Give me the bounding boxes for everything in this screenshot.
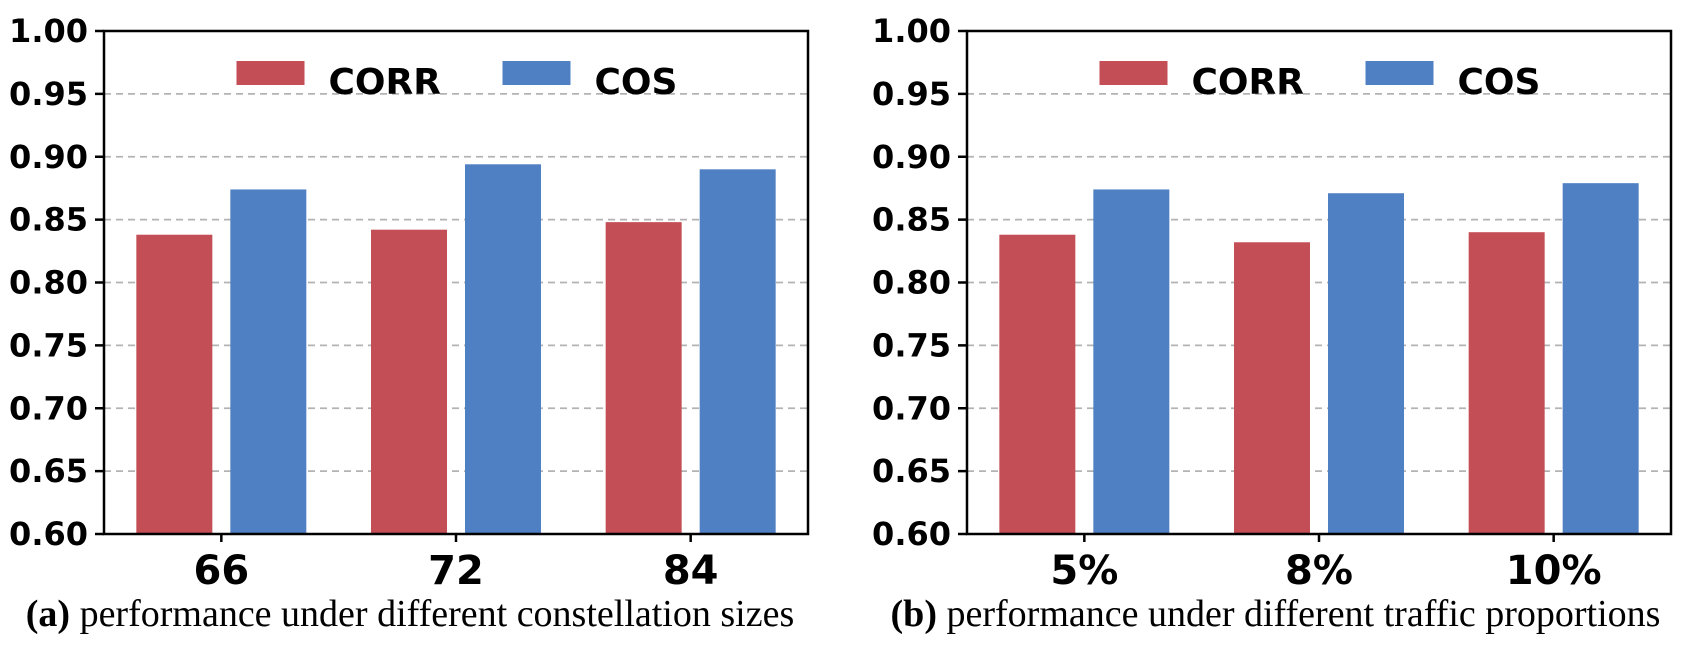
legend-label-corr: CORR xyxy=(329,62,441,103)
x-tick-label: 10% xyxy=(1506,548,1602,585)
x-tick-label: 5% xyxy=(1050,548,1118,585)
bar-corr-5pct xyxy=(999,234,1076,534)
y-tick-label: 0.60 xyxy=(872,515,951,553)
y-tick-label: 0.60 xyxy=(9,515,88,553)
caption-b: (b) performance under different traffic … xyxy=(850,588,1701,648)
bar-charts-canvas: 1.00 0.95 0.90 0.85 0.80 0.75 0.70 0.65 0.60 66 72… xyxy=(9,12,1673,585)
x-tick-label: 8% xyxy=(1285,548,1353,585)
chart-panel-a: 1.00 0.95 0.90 0.85 0.80 0.75 0.70 0.65 0.60 66 72… xyxy=(9,12,810,585)
x-tick-label: 84 xyxy=(663,548,719,585)
plot-border xyxy=(102,29,810,536)
legend-label-cos: COS xyxy=(1458,62,1541,103)
caption-a-text: performance under different constellatio… xyxy=(79,593,795,635)
caption-b-label: (b) xyxy=(890,593,937,635)
legend-label-cos: COS xyxy=(595,62,678,103)
y-tick-label: 0.90 xyxy=(9,138,88,176)
caption-b-text: performance under different traffic prop… xyxy=(946,593,1661,635)
bar-cos-10pct xyxy=(1562,183,1639,534)
caption-a: (a) performance under different constell… xyxy=(0,588,820,648)
bar-cos-8pct xyxy=(1328,193,1404,534)
y-tick-label: 0.65 xyxy=(872,452,951,490)
y-tick-label: 0.80 xyxy=(9,264,88,302)
bar-corr-84 xyxy=(605,222,682,534)
y-tick-label: 0.70 xyxy=(9,389,88,427)
y-tick-label: 1.00 xyxy=(872,12,951,50)
legend-swatch-corr xyxy=(236,61,305,85)
x-tick-label: 72 xyxy=(428,548,484,585)
bar-cos-84 xyxy=(699,169,776,534)
bar-cos-72 xyxy=(465,164,541,535)
y-tick-label: 0.85 xyxy=(872,201,951,239)
legend-swatch-cos xyxy=(502,61,571,85)
legend-label-corr: CORR xyxy=(1192,62,1304,103)
y-tick-label: 0.75 xyxy=(872,326,951,364)
legend-swatch-corr xyxy=(1099,61,1168,85)
x-tick-label: 66 xyxy=(193,548,249,585)
bar-cos-5pct xyxy=(1093,189,1170,534)
y-tick-label: 0.90 xyxy=(872,138,951,176)
y-tick-label: 0.70 xyxy=(872,389,951,427)
legend-swatch-cos xyxy=(1365,61,1434,85)
y-tick-label: 0.80 xyxy=(872,264,951,302)
plot-border xyxy=(965,29,1673,536)
y-tick-label: 1.00 xyxy=(9,12,88,50)
bar-cos-66 xyxy=(230,189,307,534)
bar-corr-72 xyxy=(371,229,447,534)
bar-corr-8pct xyxy=(1234,242,1310,534)
bar-corr-66 xyxy=(136,234,213,534)
y-tick-label: 0.75 xyxy=(9,326,88,364)
y-tick-label: 0.95 xyxy=(872,75,951,113)
caption-a-label: (a) xyxy=(25,593,71,635)
bar-corr-10pct xyxy=(1468,232,1545,534)
y-tick-label: 0.95 xyxy=(9,75,88,113)
y-tick-label: 0.65 xyxy=(9,452,88,490)
y-tick-label: 0.85 xyxy=(9,201,88,239)
chart-panel-b: 1.00 0.95 0.90 0.85 0.80 0.75 0.70 0.65 0.60 5% 8%… xyxy=(872,12,1673,585)
